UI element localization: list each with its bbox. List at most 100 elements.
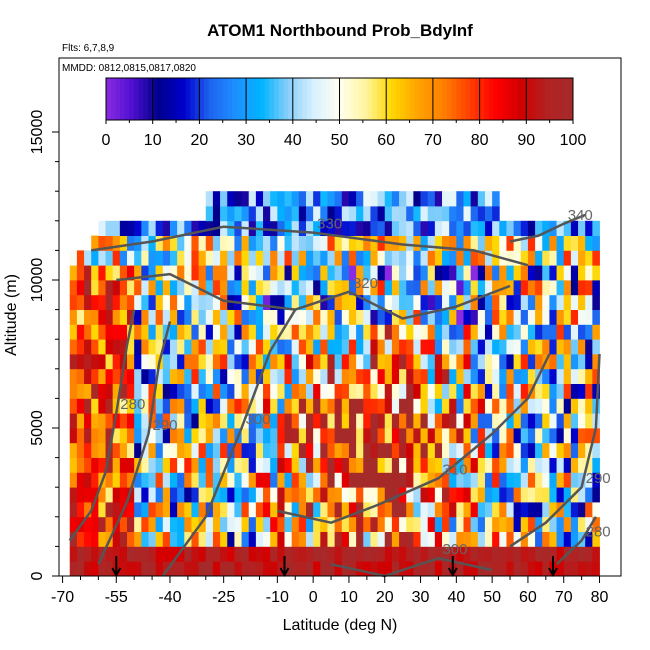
heatmap-cell [84, 413, 92, 428]
heatmap-cell [327, 428, 335, 443]
heatmap-cell [521, 310, 529, 325]
heatmap-cell [399, 517, 407, 532]
heatmap-cell [449, 280, 457, 295]
colorbar-swatch [526, 78, 531, 120]
heatmap-cell [370, 428, 378, 443]
heatmap-cell [127, 221, 135, 236]
colorbar-swatch [167, 78, 172, 120]
heatmap-cell [98, 339, 106, 354]
heatmap-cell [306, 369, 314, 384]
heatmap-cell [521, 324, 529, 339]
heatmap-cell [299, 546, 307, 561]
heatmap-cell [592, 221, 600, 236]
heatmap-cell [299, 354, 307, 369]
heatmap-cell [148, 369, 156, 384]
heatmap-cell [456, 310, 464, 325]
heatmap-cell [442, 310, 450, 325]
heatmap-cell [256, 339, 264, 354]
heatmap-cell [442, 221, 450, 236]
heatmap-cell [220, 236, 228, 251]
heatmap-cell [435, 221, 443, 236]
heatmap-cell [327, 384, 335, 399]
heatmap-cell [478, 236, 486, 251]
colorbar-swatch [540, 78, 545, 120]
heatmap-cell [335, 443, 343, 458]
heatmap-cell [456, 250, 464, 265]
heatmap-cell [263, 236, 271, 251]
heatmap-cell [478, 310, 486, 325]
dates-annotation: MMDD: 0812,0815,0817,0820 [62, 63, 196, 74]
heatmap-cell [292, 384, 300, 399]
heatmap-cell [413, 369, 421, 384]
heatmap-cell [428, 236, 436, 251]
heatmap-cell [549, 428, 557, 443]
heatmap-cell [370, 250, 378, 265]
heatmap-cell [70, 369, 78, 384]
heatmap-cell [77, 369, 85, 384]
heatmap-cell [356, 532, 364, 547]
colorbar-swatch [106, 78, 111, 120]
heatmap-cell [256, 354, 264, 369]
heatmap-cell [249, 324, 257, 339]
heatmap-cell [199, 546, 207, 561]
heatmap-cell [184, 472, 192, 487]
heatmap-cell [220, 295, 228, 310]
heatmap-cell [234, 206, 242, 221]
heatmap-cell [435, 532, 443, 547]
heatmap-cell [199, 502, 207, 517]
heatmap-cell [564, 295, 572, 310]
heatmap-cell [163, 295, 171, 310]
heatmap-cell [206, 561, 214, 576]
heatmap-cell [98, 398, 106, 413]
heatmap-cell [592, 487, 600, 502]
colorbar-swatch [325, 78, 330, 120]
heatmap-cell [127, 250, 135, 265]
heatmap-cell [220, 384, 228, 399]
heatmap-cell [141, 458, 149, 473]
heatmap-cell [499, 221, 507, 236]
heatmap-cell [428, 206, 436, 221]
heatmap-cell [106, 369, 114, 384]
heatmap-cell [449, 354, 457, 369]
heatmap-cell [571, 339, 579, 354]
heatmap-cell [378, 324, 386, 339]
heatmap-cell [234, 487, 242, 502]
heatmap-cell [320, 472, 328, 487]
heatmap-cell [292, 413, 300, 428]
heatmap-cell [120, 413, 128, 428]
heatmap-cell [70, 458, 78, 473]
x-tick-label: 30 [412, 589, 430, 606]
colorbar-swatch [307, 78, 312, 120]
heatmap-cell [227, 324, 235, 339]
heatmap-cell [571, 236, 579, 251]
heatmap-cell [449, 487, 457, 502]
heatmap-cell [335, 324, 343, 339]
colorbar-tick-label: 100 [560, 132, 587, 149]
heatmap-cell [499, 472, 507, 487]
heatmap-cell [70, 280, 78, 295]
heatmap-cell [127, 546, 135, 561]
heatmap-cell [585, 295, 593, 310]
colorbar-swatch [419, 78, 424, 120]
heatmap-cell [442, 191, 450, 206]
heatmap-cell [342, 413, 350, 428]
heatmap-cell [184, 428, 192, 443]
heatmap-cell [471, 472, 479, 487]
heatmap-cell [277, 339, 285, 354]
heatmap-cell [549, 532, 557, 547]
heatmap-cell [363, 487, 371, 502]
heatmap-cell [549, 324, 557, 339]
heatmap-cell [249, 354, 257, 369]
heatmap-cell [514, 428, 522, 443]
colorbar-tick-label: 90 [517, 132, 535, 149]
heatmap-cell [199, 443, 207, 458]
heatmap-cell [492, 354, 500, 369]
colorbar-swatch [157, 78, 162, 120]
heatmap-cell [549, 295, 557, 310]
heatmap-cell [492, 339, 500, 354]
heatmap-cell [506, 561, 514, 576]
heatmap-cell [256, 487, 264, 502]
heatmap-cell [184, 295, 192, 310]
heatmap-cell [270, 221, 278, 236]
heatmap-cell [77, 561, 85, 576]
